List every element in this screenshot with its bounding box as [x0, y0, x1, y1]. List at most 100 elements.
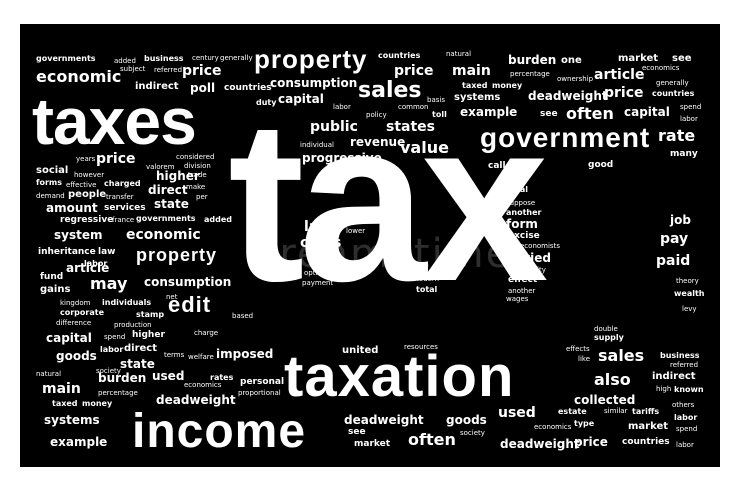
word-labor-bottom: labor	[674, 413, 698, 422]
word-example-top: example	[460, 105, 518, 119]
word-main-bottom: main	[42, 381, 81, 397]
word-however: however	[74, 171, 105, 179]
word-individuals: individuals	[102, 298, 152, 307]
word-wealth: wealth	[674, 289, 705, 298]
word-systems-bottom: systems	[44, 413, 100, 427]
word-spend-left: spend	[104, 333, 126, 341]
word-system: system	[54, 228, 103, 242]
word-supply: supply	[594, 333, 624, 342]
word-policy: policy	[366, 111, 387, 119]
word-united: united	[342, 345, 379, 356]
word-economic-mid: economic	[126, 227, 201, 243]
word-suppose: suppose	[506, 199, 536, 207]
word-see-right: see	[672, 53, 692, 64]
word-legal: legal	[506, 185, 529, 194]
word-corporate: corporate	[60, 308, 104, 317]
word-known: known	[674, 385, 704, 394]
word-basis: basis	[427, 96, 445, 104]
word-governments-top: governments	[36, 54, 96, 63]
word-years: years	[76, 155, 96, 163]
word-total: total	[416, 285, 438, 294]
word-transfer: transfer	[106, 193, 134, 201]
word-countries-top2: countries	[378, 51, 421, 60]
word-job: job	[670, 213, 691, 227]
word-generally: generally	[220, 54, 253, 62]
word-natural-bottom: natural	[36, 370, 62, 378]
word-countries-bottom: countries	[622, 437, 670, 447]
word-collected: collected	[574, 393, 636, 407]
word-lower: lower	[346, 227, 366, 235]
word-similar: similar	[604, 407, 628, 415]
word-article-top: article	[594, 67, 645, 83]
word-labor-bottom2: labor	[676, 441, 694, 449]
word-gains: gains	[40, 284, 71, 295]
word-effects: effects	[566, 345, 590, 353]
word-rate: rate	[658, 126, 696, 145]
word-duty: duty	[256, 98, 277, 107]
word-direct-left: direct	[124, 343, 158, 354]
word-labor-left: labor	[84, 259, 108, 268]
word-production: production	[114, 321, 152, 329]
word-taxed: taxed	[462, 81, 488, 90]
word-ownership: ownership	[557, 75, 594, 83]
word-burden-top: burden	[508, 53, 557, 67]
word-governments-mid: governments	[136, 214, 196, 223]
word-society-bottom: society	[460, 429, 485, 437]
word-difference: difference	[56, 319, 92, 327]
word-often-top: often	[566, 104, 614, 123]
word-regressive: regressive	[60, 215, 114, 225]
word-society: society	[96, 367, 121, 375]
word-cloud-board: tax taxes taxation income government pro…	[20, 24, 720, 467]
word-public: public	[310, 119, 358, 135]
word-payment: payment	[302, 279, 334, 287]
word-seller: seller	[346, 169, 366, 177]
word-spend-right: spend	[676, 425, 698, 433]
word-imposed: imposed	[216, 347, 274, 361]
word-percentage: percentage	[510, 70, 550, 78]
word-effective: effective	[66, 181, 97, 189]
word-progressive: progressive	[302, 151, 382, 165]
word-capital-left: capital	[46, 331, 92, 345]
word-form: form	[506, 217, 538, 231]
word-indirect-right: indirect	[652, 371, 696, 382]
word-division: division	[184, 162, 211, 170]
word-per: per	[196, 193, 208, 201]
word-based: based	[232, 312, 254, 320]
word-higher-mid: higher	[156, 169, 200, 183]
word-state-left: state	[154, 197, 189, 211]
word-excise: excise	[508, 231, 540, 241]
word-personal: personal	[240, 377, 285, 387]
word-economists: economists	[520, 242, 560, 250]
word-countries-right: countries	[652, 89, 695, 98]
word-sales-top: sales	[358, 78, 422, 103]
word-natural: natural	[446, 50, 472, 58]
word-century: century	[192, 54, 219, 62]
word-market-right: market	[628, 421, 669, 432]
word-price-top: price	[182, 63, 222, 79]
word-value: value	[400, 138, 449, 157]
word-others: others	[672, 401, 695, 409]
word-market-bottom: market	[354, 439, 391, 449]
word-proportional: proportional	[238, 389, 281, 397]
word-called: called	[488, 161, 519, 171]
word-capital-top: capital	[278, 92, 324, 106]
word-net: net	[166, 293, 178, 301]
word-charged: charged	[104, 179, 141, 188]
word-double: double	[594, 325, 618, 333]
word-services: services	[104, 203, 146, 213]
word-common: common	[398, 103, 429, 111]
word-added-mid: added	[204, 215, 233, 224]
word-economy: economics	[642, 64, 680, 72]
word-levied: levied	[510, 251, 551, 265]
word-used-bottom: used	[498, 405, 536, 421]
word-demand: demand	[36, 192, 65, 200]
word-deadweight-mid: deadweight	[344, 413, 424, 427]
word-income: income	[132, 405, 307, 458]
word-rates: rates	[210, 373, 234, 382]
word-considered: considered	[176, 153, 215, 161]
word-edit: edit	[168, 292, 212, 317]
word-paid: paid	[656, 253, 691, 269]
word-systems-top: systems	[454, 92, 501, 103]
word-toll: toll	[432, 110, 447, 119]
word-economics: economics	[184, 381, 222, 389]
